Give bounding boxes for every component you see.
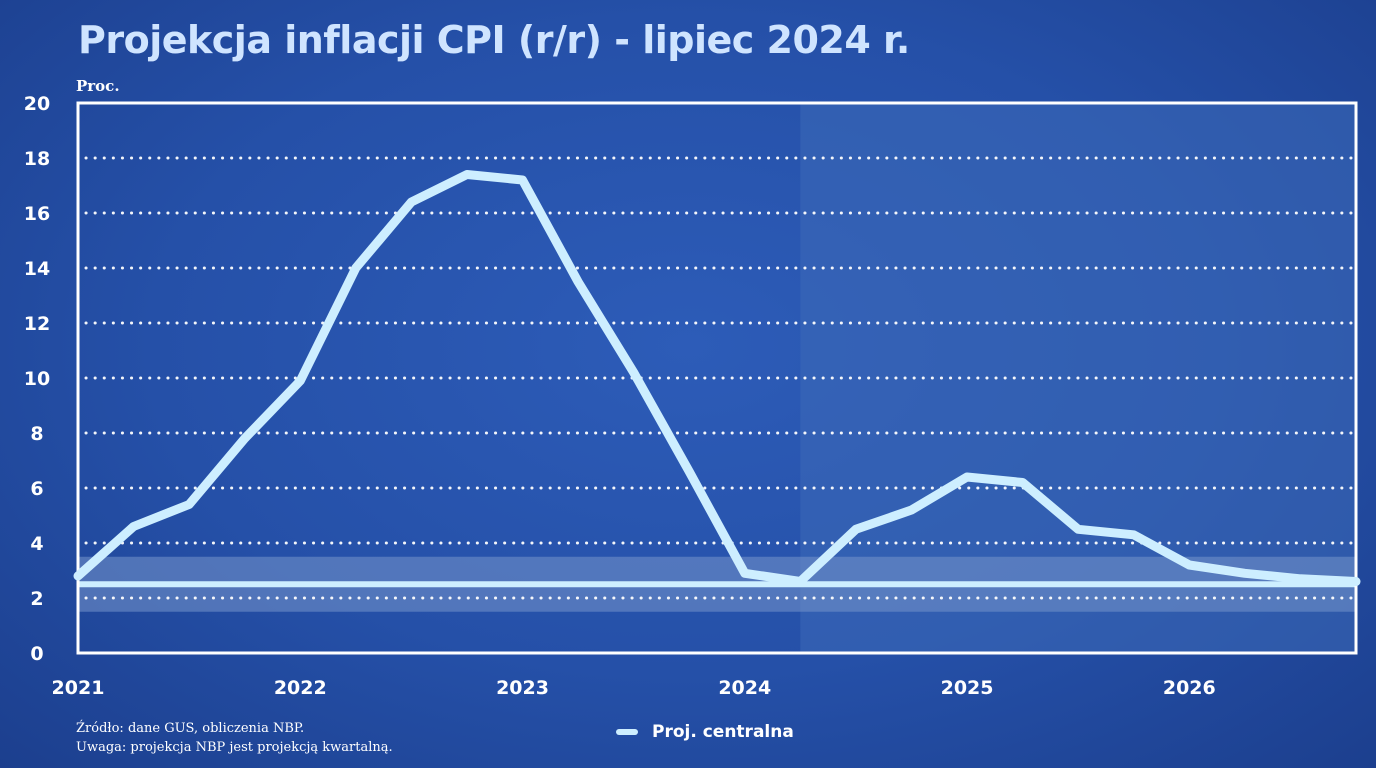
y-tick-label-2: 2 bbox=[30, 588, 43, 610]
y-tick-label-6: 6 bbox=[30, 478, 43, 500]
x-tick-label-2024: 2024 bbox=[718, 677, 771, 699]
x-tick-label-2022: 2022 bbox=[274, 677, 327, 699]
y-tick-label-8: 8 bbox=[30, 423, 43, 445]
legend-line-swatch bbox=[616, 729, 638, 735]
plot-frame bbox=[76, 101, 1358, 655]
x-tick-label-2026: 2026 bbox=[1163, 677, 1216, 699]
projection-note-footnote: Uwaga: projekcja NBP jest projekcją kwar… bbox=[76, 740, 393, 755]
legend-label-central: Proj. centralna bbox=[652, 722, 794, 742]
x-tick-label-2021: 2021 bbox=[52, 677, 105, 699]
y-tick-label-4: 4 bbox=[30, 533, 43, 555]
y-tick-label-14: 14 bbox=[24, 258, 50, 280]
source-footnote: Źródło: dane GUS, obliczenia NBP. bbox=[76, 721, 305, 736]
x-tick-label-2025: 2025 bbox=[941, 677, 994, 699]
y-tick-label-12: 12 bbox=[24, 313, 50, 335]
chart-title: Projekcja inflacji CPI (r/r) - lipiec 20… bbox=[78, 18, 910, 62]
y-axis-unit-label: Proc. bbox=[76, 77, 120, 95]
y-tick-label-20: 20 bbox=[24, 93, 50, 115]
y-tick-label-10: 10 bbox=[24, 368, 50, 390]
y-tick-label-16: 16 bbox=[24, 203, 50, 225]
x-tick-label-2023: 2023 bbox=[496, 677, 549, 699]
y-tick-label-18: 18 bbox=[24, 148, 50, 170]
legend: Proj. centralna bbox=[616, 720, 794, 744]
y-tick-label-0: 0 bbox=[30, 643, 43, 665]
series-line-central bbox=[73, 170, 1361, 586]
